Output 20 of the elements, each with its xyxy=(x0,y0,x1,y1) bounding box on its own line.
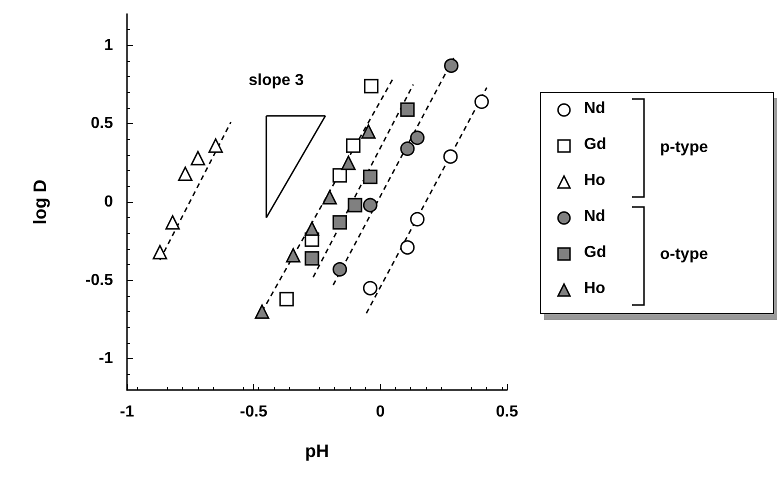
legend-label: Nd xyxy=(584,100,606,118)
annotation: slope 3 xyxy=(248,72,304,90)
y-axis-title: log D xyxy=(30,180,50,224)
legend-label: Gd xyxy=(584,136,606,154)
y-tick-label: 0.5 xyxy=(90,115,114,132)
x-tick-label: -0.5 xyxy=(240,404,268,420)
x-tick-label: 0 xyxy=(376,404,385,420)
y-tick-label: -0.5 xyxy=(85,272,114,289)
x-axis-title: pH xyxy=(305,441,329,461)
legend-label: Nd xyxy=(584,208,606,226)
y-tick-label: -1 xyxy=(98,350,114,368)
legend-label: Ho xyxy=(584,280,606,298)
legend-label: Gd xyxy=(584,244,606,262)
legend-label: Ho xyxy=(584,172,606,190)
text: p-type xyxy=(660,139,708,157)
x-tick-label: 0.5 xyxy=(496,404,518,420)
y-tick-label: 1 xyxy=(104,36,114,54)
x-tick-label: -1 xyxy=(120,404,134,420)
text: o-type xyxy=(660,246,708,264)
y-tick-label: 0 xyxy=(104,194,114,210)
